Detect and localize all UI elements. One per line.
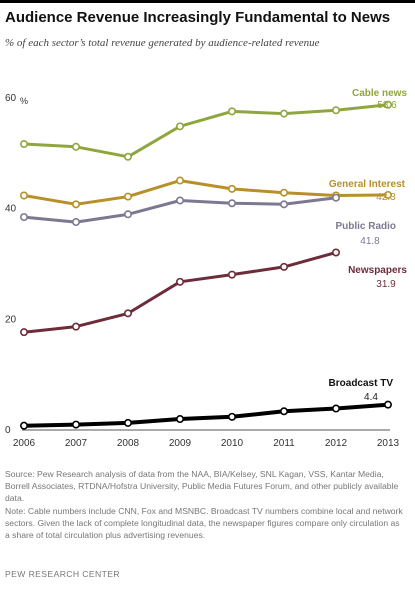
data-point (383, 400, 392, 409)
data-point (331, 106, 340, 115)
y-tick-label: 60 (5, 93, 17, 104)
data-point (383, 190, 392, 199)
line-chart: 0 20 40 60 % 2006 2007 2008 2009 2010 2011 2012 2013… (5, 88, 407, 449)
x-tick-label: 2012 (325, 438, 348, 449)
data-point (228, 199, 237, 208)
data-point (19, 328, 28, 337)
series-name-label: Broadcast TV (329, 378, 394, 389)
notes-block: Source: Pew Research analysis of data fr… (5, 468, 405, 541)
x-tick-label: 2006 (13, 438, 36, 449)
data-point (19, 213, 28, 222)
data-point (176, 277, 185, 286)
y-tick-label: 20 (5, 314, 17, 325)
data-point (19, 191, 28, 200)
y-tick-label: 0 (5, 425, 11, 436)
data-point (279, 262, 288, 271)
data-point (383, 100, 392, 109)
data-point (72, 218, 81, 227)
data-point (176, 415, 185, 424)
series-line (23, 402, 389, 428)
data-point (279, 188, 288, 197)
series-value-label: 41.8 (360, 236, 380, 247)
data-point (331, 248, 340, 257)
source-note: Source: Pew Research analysis of data fr… (5, 469, 399, 504)
series-value-label: 42.3 (376, 192, 396, 203)
data-point (72, 200, 81, 209)
data-point (19, 140, 28, 149)
data-point (331, 404, 340, 413)
series-name-label: General Interest (329, 179, 406, 190)
x-tick-label: 2007 (65, 438, 88, 449)
data-point (228, 107, 237, 116)
series-name-label: Cable news (352, 88, 407, 99)
series-line (23, 103, 389, 159)
y-unit-label: % (20, 96, 28, 106)
footer-org: PEW RESEARCH CENTER (5, 569, 121, 579)
data-point (279, 200, 288, 209)
series-line (23, 179, 389, 206)
x-tick-label: 2008 (117, 438, 140, 449)
data-point (124, 152, 133, 161)
data-point (228, 184, 237, 193)
x-tick-label: 2010 (221, 438, 244, 449)
chart-title: Audience Revenue Increasingly Fundamenta… (5, 9, 391, 26)
data-point (124, 192, 133, 201)
x-tick-label: 2011 (273, 438, 295, 449)
data-point (176, 122, 185, 131)
data-point (72, 142, 81, 151)
data-point (72, 322, 81, 331)
data-point (72, 420, 81, 429)
data-point (176, 196, 185, 205)
data-point (124, 418, 133, 427)
series-name-label: Public Radio (335, 221, 396, 232)
series-name-label: Newspapers (348, 265, 407, 276)
data-point (124, 309, 133, 318)
series-value-label: 4.4 (364, 392, 378, 403)
series-value-label: 31.9 (376, 279, 396, 290)
data-point (228, 270, 237, 279)
data-point (176, 176, 185, 185)
y-tick-label: 40 (5, 204, 17, 215)
data-note: Note: Cable numbers include CNN, Fox and… (5, 505, 403, 541)
x-tick-label: 2009 (169, 438, 192, 449)
series-value-label: 58.6 (377, 100, 397, 111)
chart-subtitle: % of each sector’s total revenue generat… (5, 37, 320, 49)
data-point (19, 421, 28, 430)
data-point (279, 109, 288, 118)
data-point (124, 210, 133, 219)
data-point (228, 412, 237, 421)
series-line (23, 251, 337, 334)
data-point (331, 193, 340, 202)
x-tick-label: 2013 (377, 438, 400, 449)
data-point (279, 407, 288, 416)
